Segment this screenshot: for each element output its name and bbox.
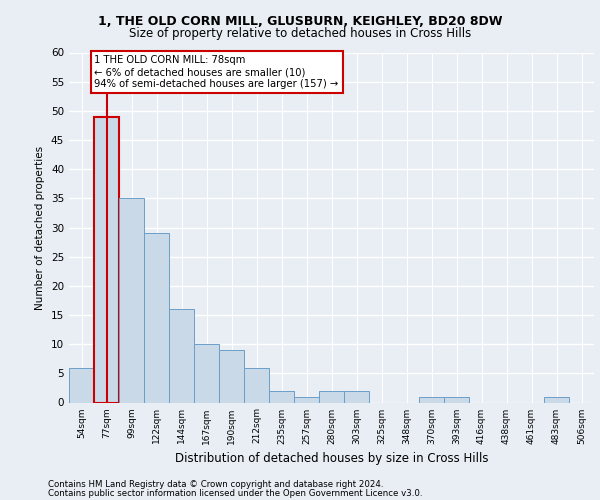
Text: 1 THE OLD CORN MILL: 78sqm
← 6% of detached houses are smaller (10)
94% of semi-: 1 THE OLD CORN MILL: 78sqm ← 6% of detac… [95, 56, 339, 88]
Bar [444, 396, 469, 402]
Bar [319, 391, 344, 402]
Bar [294, 396, 319, 402]
Bar [344, 391, 369, 402]
Bar [94, 116, 119, 403]
Bar [244, 368, 269, 402]
Text: 1, THE OLD CORN MILL, GLUSBURN, KEIGHLEY, BD20 8DW: 1, THE OLD CORN MILL, GLUSBURN, KEIGHLEY… [98, 15, 502, 28]
Bar [119, 198, 144, 402]
X-axis label: Distribution of detached houses by size in Cross Hills: Distribution of detached houses by size … [175, 452, 488, 465]
Text: Contains public sector information licensed under the Open Government Licence v3: Contains public sector information licen… [48, 488, 422, 498]
Bar [69, 368, 94, 402]
Bar [269, 391, 294, 402]
Bar [419, 396, 444, 402]
Y-axis label: Number of detached properties: Number of detached properties [35, 146, 46, 310]
Text: Size of property relative to detached houses in Cross Hills: Size of property relative to detached ho… [129, 28, 471, 40]
Bar [544, 396, 569, 402]
Text: Contains HM Land Registry data © Crown copyright and database right 2024.: Contains HM Land Registry data © Crown c… [48, 480, 383, 489]
Bar [194, 344, 219, 403]
Bar [219, 350, 244, 403]
Bar [169, 309, 194, 402]
Bar [144, 234, 169, 402]
